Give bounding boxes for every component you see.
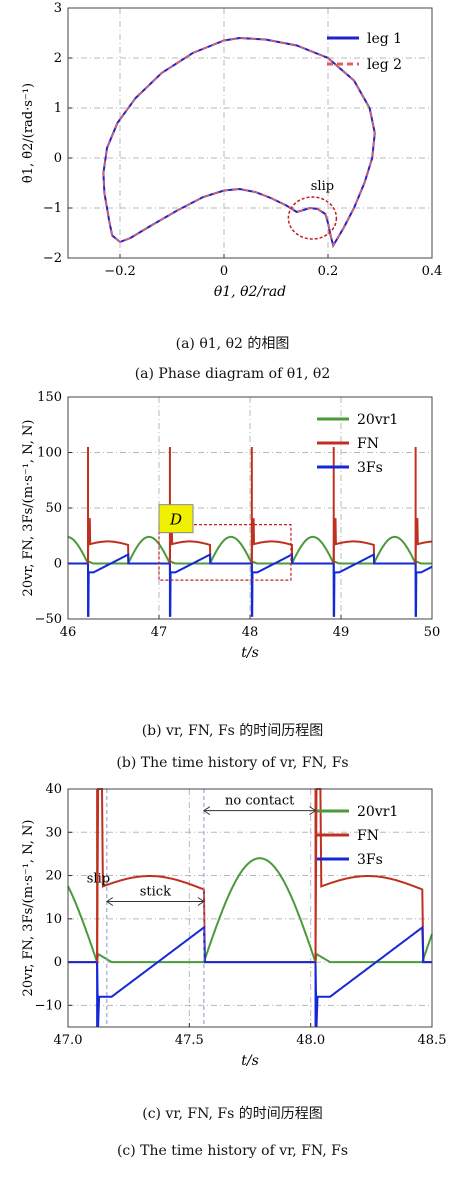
legend-label-3: 3Fs [357, 460, 383, 476]
x-tick-label: 0.4 [422, 264, 443, 279]
y-tick-label: 40 [45, 782, 62, 797]
region-label-box [158, 504, 194, 534]
no-contact-span-arrow-head-right [309, 806, 317, 816]
y-tick-label: −2 [43, 251, 62, 266]
series-line-3Fs [68, 925, 432, 1028]
stick-span-arrow-head-left [105, 897, 114, 906]
y-tick-label: 1 [54, 101, 62, 116]
slip-marker-circle [287, 196, 338, 240]
y-tick-label: 20 [45, 869, 62, 884]
slip-annotation: slip [87, 872, 110, 887]
x-tick-label: 48 [242, 625, 259, 640]
no-contact-annotation: no contact [225, 794, 295, 809]
plot-frame [67, 7, 433, 259]
x-axis-label: θ1, θ2/rad [214, 284, 286, 300]
x-axis-label: t/s [241, 1053, 259, 1069]
x-tick-label: 47.5 [175, 1033, 204, 1048]
x-tick-label: 48.5 [418, 1033, 447, 1048]
legend-label-1: leg 1 [367, 31, 402, 47]
y-tick-label: 30 [45, 825, 62, 840]
x-tick-label: 50 [424, 625, 441, 640]
y-tick-label: 0 [54, 955, 62, 970]
series-line-leg-2 [102, 37, 376, 248]
plot-frame [67, 788, 433, 1028]
x-tick-label: 47.0 [54, 1033, 83, 1048]
legend-label-3: 3Fs [357, 852, 383, 868]
x-tick-label: 49 [333, 625, 350, 640]
no-contact-span-arrow-head-left [202, 806, 211, 816]
slip-annotation: slip [311, 179, 334, 194]
y-tick-label: 0 [54, 557, 62, 572]
x-tick-label: −0.2 [104, 264, 136, 279]
caption-a-cn: (a) θ1, θ2 的相图 [175, 336, 290, 352]
stick-annotation: stick [140, 885, 171, 900]
y-tick-label: 3 [54, 1, 62, 16]
caption-a-en: (a) Phase diagram of θ1, θ2 [134, 366, 331, 382]
plot-frame [67, 396, 433, 620]
y-axis-label: 20vr, FN, 3Fs/(m·s⁻¹, N, N) [21, 820, 36, 997]
x-tick-label: 0 [220, 264, 228, 279]
caption-c-cn: (c) vr, FN, Fs 的时间历程图 [142, 1106, 323, 1122]
legend-label-2: FN [357, 828, 379, 844]
series-line-3Fs [68, 553, 433, 617]
time-history-chart-b: 46 47 48 49 50 −50 0 50 100 150 t/s 20vr, FN, 3Fs/(… [21, 390, 441, 661]
stick-span-arrow-head-right [197, 897, 205, 906]
phase-diagram-chart: −0.2 0 0.2 0.4 −2 −1 0 1 2 3 θ1, θ2/rad θ̇1, θ̇2/(r… [21, 1, 443, 300]
y-axis-label: θ̇1, θ̇2/(rad·s⁻¹) [21, 83, 36, 183]
series-line-leg-1 [102, 36, 376, 249]
y-tick-label: 2 [54, 51, 62, 66]
y-tick-label: −50 [35, 612, 62, 627]
legend-label-2: leg 2 [367, 57, 402, 73]
caption-b-en: (b) The time history of vr, FN, Fs [116, 755, 349, 771]
y-tick-label: 0 [54, 151, 62, 166]
y-tick-label: 10 [45, 912, 62, 927]
y-tick-label: 50 [45, 501, 62, 516]
x-tick-label: 47 [151, 625, 168, 640]
x-axis-label: t/s [241, 645, 259, 661]
x-tick-label: 46 [60, 625, 77, 640]
caption-b-cn: (b) vr, FN, Fs 的时间历程图 [141, 723, 324, 739]
caption-c-en: (c) The time history of vr, FN, Fs [116, 1143, 349, 1159]
zoom-region-box [158, 524, 292, 581]
y-tick-label: −1 [43, 201, 62, 216]
legend-label-1: 20vr1 [357, 804, 398, 820]
time-history-chart-c: 47.0 47.5 48.0 48.5 −10 0 10 20 30 40 t/s 20vr, FN,… [21, 782, 447, 1069]
series-line-20vr1 [67, 857, 433, 964]
legend-label-2: FN [357, 436, 379, 452]
x-tick-label: 48.0 [296, 1033, 325, 1048]
region-label: D [169, 511, 182, 529]
legend-label-1: 20vr1 [357, 412, 398, 428]
y-tick-label: 150 [37, 390, 62, 405]
y-axis-label: 20vr, FN, 3Fs/(m·s⁻¹, N, N) [21, 420, 36, 597]
x-tick-label: 0.2 [318, 264, 339, 279]
y-tick-label: 100 [37, 446, 62, 461]
y-tick-label: −10 [35, 998, 62, 1013]
